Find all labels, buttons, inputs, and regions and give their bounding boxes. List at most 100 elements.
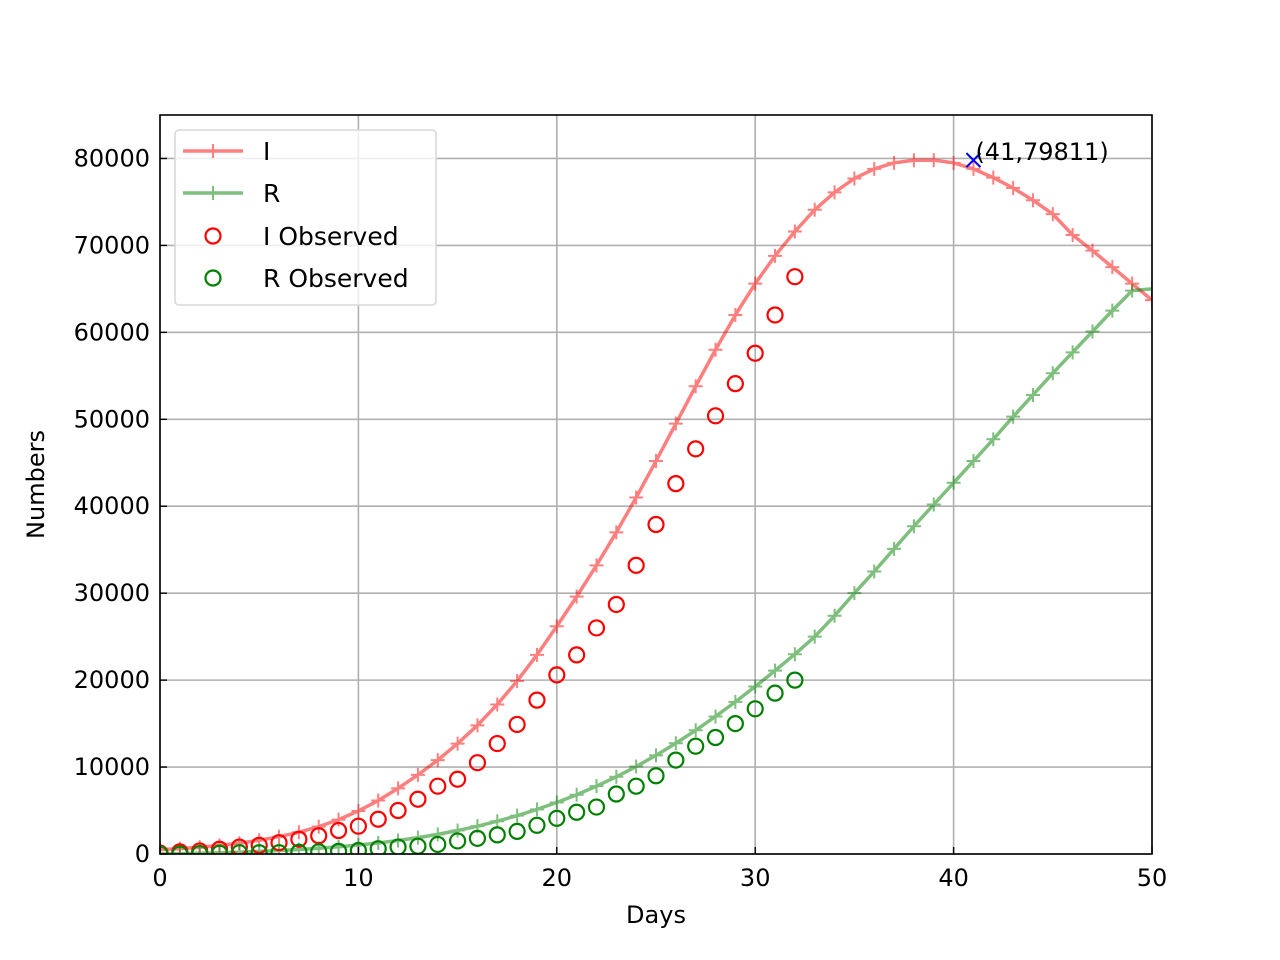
data-point-plus (212, 845, 227, 854)
data-point-plus (926, 497, 941, 512)
data-point-plus (1025, 387, 1040, 402)
y-tick-label: 50000 (74, 405, 150, 433)
data-point-plus (490, 697, 505, 712)
plot-frame (159, 114, 1153, 855)
data-point-circle (548, 666, 566, 684)
data-point-plus (1065, 227, 1080, 242)
data-point-circle (429, 835, 447, 854)
data-point-plus (768, 248, 783, 263)
data-point-plus (649, 454, 663, 469)
data-point-circle (667, 475, 685, 493)
data-point-plus (529, 802, 544, 817)
y-axis-label: Numbers (22, 430, 50, 539)
data-point-plus (986, 170, 1001, 185)
data-point-plus (629, 490, 644, 505)
data-point-plus (351, 803, 366, 818)
data-point-plus (1105, 260, 1120, 275)
data-point-circle (429, 777, 447, 795)
legend-label: R Observed (263, 264, 409, 293)
data-point-circle (746, 700, 764, 718)
legend-label: I (263, 137, 270, 166)
data-point-circle (726, 375, 744, 393)
data-point-circle (607, 595, 625, 614)
data-point-plus (946, 475, 961, 490)
data-point-circle (468, 829, 487, 847)
data-point-plus (1006, 409, 1021, 424)
data-point-circle (290, 830, 308, 848)
data-point-plus (1085, 324, 1100, 339)
data-point-plus (1145, 281, 1152, 296)
data-point-circle (508, 822, 526, 840)
data-point-plus (430, 827, 445, 842)
data-point-plus (768, 663, 783, 678)
x-tick-label: 30 (740, 864, 771, 892)
data-point-plus (589, 558, 604, 573)
data-point-plus (1045, 366, 1060, 381)
x-tick-label: 0 (152, 864, 167, 892)
data-point-circle (389, 838, 407, 854)
data-point-plus (410, 767, 425, 782)
data-point-circle (746, 344, 764, 362)
data-point-plus (1025, 193, 1040, 208)
data-point-circle (706, 407, 725, 425)
data-point-circle (210, 844, 229, 854)
data-point-plus (668, 416, 683, 431)
data-point-plus (1105, 303, 1120, 318)
legend-marker (204, 269, 222, 287)
data-point-circle (706, 728, 725, 747)
data-point-plus (1085, 243, 1100, 258)
data-point-circle (488, 826, 506, 844)
data-point-circle (786, 268, 804, 286)
data-point-plus (728, 307, 743, 322)
data-point-plus (688, 379, 703, 394)
data-point-plus (708, 342, 723, 357)
series-i-observed (160, 268, 804, 854)
data-point-circle (786, 671, 804, 689)
data-point-circle (548, 809, 566, 827)
data-point-plus (906, 519, 921, 534)
legend-item: R Observed (204, 264, 409, 293)
data-point-plus (986, 432, 1001, 447)
data-point-plus (906, 153, 921, 168)
data-point-plus (807, 629, 822, 644)
data-point-circle (667, 751, 685, 769)
data-point-circle (488, 734, 506, 753)
y-tick-label: 70000 (74, 231, 150, 259)
legend: IR I Observed R Observed (174, 129, 437, 306)
data-point-plus (549, 795, 564, 810)
data-point-circle (647, 515, 665, 534)
data-point-circle (766, 306, 784, 324)
data-point-circle (508, 715, 526, 734)
data-point-circle (647, 767, 665, 785)
data-point-circle (449, 770, 467, 788)
legend-marker (204, 227, 222, 245)
data-point-circle (250, 836, 268, 854)
data-point-circle (568, 646, 586, 664)
data-point-circle (587, 619, 606, 637)
data-point-circle (766, 684, 784, 702)
data-point-plus (450, 736, 465, 751)
data-point-circle (369, 840, 387, 854)
data-point-plus (160, 842, 167, 854)
data-point-circle (449, 832, 467, 850)
data-point-plus (529, 647, 544, 662)
data-point-circle (290, 843, 308, 854)
data-point-plus (926, 153, 941, 168)
series-layer (160, 153, 1152, 854)
data-point-plus (430, 753, 445, 768)
data-point-plus (311, 819, 326, 834)
data-point-plus (510, 673, 525, 688)
y-tick-label: 20000 (74, 666, 150, 694)
data-point-plus (966, 454, 981, 469)
data-point-plus (867, 161, 882, 176)
x-axis-label: Days (626, 901, 686, 929)
x-tick-label: 10 (343, 864, 374, 892)
data-point-plus (470, 718, 485, 733)
data-point-plus (847, 586, 862, 601)
data-point-plus (1145, 293, 1152, 308)
data-point-plus (887, 155, 902, 170)
data-point-circle (528, 691, 546, 709)
peak-marker (965, 152, 982, 168)
data-point-plus (827, 608, 842, 623)
data-point-circle (349, 817, 367, 835)
